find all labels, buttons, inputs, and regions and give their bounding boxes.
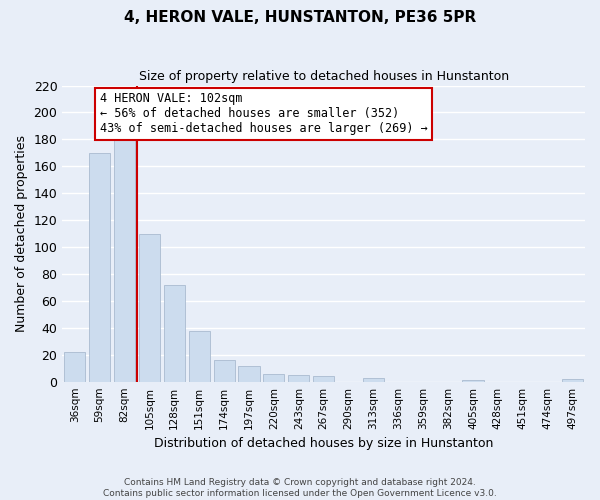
Text: 4 HERON VALE: 102sqm
← 56% of detached houses are smaller (352)
43% of semi-deta: 4 HERON VALE: 102sqm ← 56% of detached h… xyxy=(100,92,427,136)
Bar xyxy=(463,380,484,382)
Bar xyxy=(562,379,583,382)
Title: Size of property relative to detached houses in Hunstanton: Size of property relative to detached ho… xyxy=(139,70,509,83)
Bar xyxy=(188,330,210,382)
Y-axis label: Number of detached properties: Number of detached properties xyxy=(15,135,28,332)
Bar xyxy=(263,374,284,382)
Bar xyxy=(363,378,384,382)
Bar xyxy=(238,366,260,382)
Bar xyxy=(288,375,310,382)
Bar xyxy=(114,140,135,382)
Bar xyxy=(313,376,334,382)
Text: Contains HM Land Registry data © Crown copyright and database right 2024.
Contai: Contains HM Land Registry data © Crown c… xyxy=(103,478,497,498)
Bar xyxy=(89,153,110,382)
Bar xyxy=(214,360,235,382)
Bar xyxy=(164,285,185,382)
Bar xyxy=(64,352,85,382)
Bar xyxy=(139,234,160,382)
X-axis label: Distribution of detached houses by size in Hunstanton: Distribution of detached houses by size … xyxy=(154,437,493,450)
Text: 4, HERON VALE, HUNSTANTON, PE36 5PR: 4, HERON VALE, HUNSTANTON, PE36 5PR xyxy=(124,10,476,25)
